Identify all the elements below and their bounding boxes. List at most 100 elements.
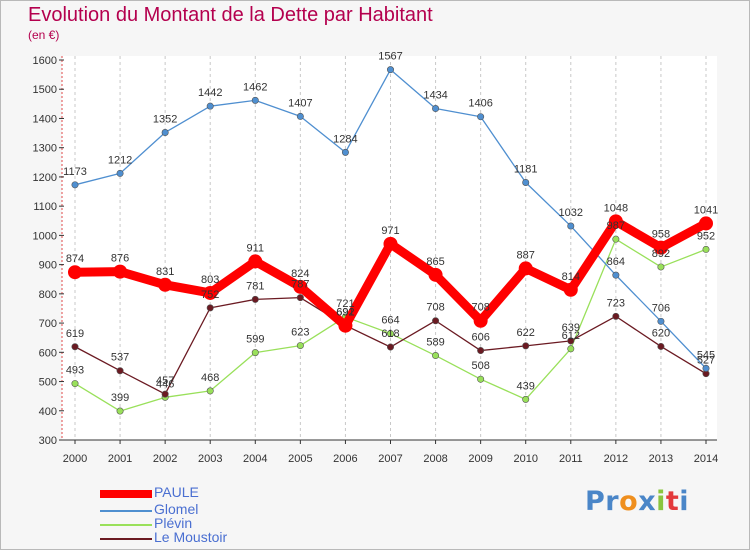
data-label: 606: [471, 332, 489, 344]
data-label: 752: [201, 289, 219, 301]
data-label: 721: [336, 298, 354, 310]
legend-item: Le Moustoir: [100, 530, 227, 544]
data-label: 399: [111, 392, 129, 404]
data-point: [432, 317, 440, 325]
y-tick-label: 700: [39, 318, 57, 330]
data-point: [206, 102, 214, 110]
y-tick-label: 400: [39, 406, 57, 418]
chart-subtitle: (en €): [28, 28, 60, 42]
data-label: 708: [471, 302, 489, 314]
data-point: [251, 96, 259, 104]
data-point: [567, 337, 575, 345]
data-label: 876: [111, 253, 129, 265]
data-label: 468: [201, 372, 219, 384]
data-label: 814: [562, 271, 580, 283]
data-label: 1181: [514, 163, 538, 175]
data-label: 887: [517, 249, 535, 261]
x-tick-label: 2005: [288, 453, 312, 465]
data-point: [116, 367, 124, 375]
logo-letter: o: [619, 486, 639, 517]
data-label: 874: [66, 253, 84, 265]
data-point: [386, 343, 394, 351]
legend-swatch: [100, 538, 152, 540]
x-tick-label: 2008: [423, 453, 447, 465]
x-tick-label: 2003: [198, 453, 222, 465]
data-label: 589: [426, 337, 444, 349]
data-point: [657, 317, 665, 325]
legend-label: PAULE: [154, 484, 199, 500]
data-point: [653, 240, 668, 255]
data-label: 1442: [198, 87, 222, 99]
y-tick-label: 1100: [33, 201, 57, 213]
data-point: [699, 216, 713, 231]
data-label: 1567: [378, 51, 402, 63]
data-label: 664: [381, 315, 399, 327]
data-point: [71, 343, 79, 351]
data-label: 824: [291, 268, 309, 280]
data-point: [567, 345, 575, 353]
x-tick-label: 2006: [333, 453, 357, 465]
data-point: [563, 282, 578, 297]
data-point: [248, 254, 263, 269]
data-label: 493: [66, 365, 84, 377]
y-tick-label: 600: [39, 347, 57, 359]
legend-item: PAULE: [100, 485, 199, 499]
legend-swatch: [100, 490, 152, 498]
y-tick-label: 1400: [33, 113, 57, 125]
data-point: [473, 313, 488, 328]
data-label: 831: [156, 266, 174, 278]
data-point: [161, 128, 169, 136]
x-tick-label: 2010: [513, 453, 537, 465]
legend-swatch: [100, 524, 152, 526]
data-point: [338, 318, 353, 333]
data-label: 457: [156, 375, 174, 387]
data-label: 952: [697, 230, 715, 242]
data-point: [296, 342, 304, 350]
legend-swatch: [100, 510, 152, 512]
data-point: [203, 285, 218, 300]
data-label: 1173: [63, 166, 87, 178]
data-label: 622: [517, 327, 535, 339]
x-tick-label: 2002: [153, 453, 177, 465]
data-point: [68, 265, 82, 280]
data-point: [158, 277, 173, 292]
data-label: 1041: [694, 204, 718, 216]
data-point: [477, 375, 485, 383]
data-point: [432, 105, 440, 113]
x-tick-label: 2007: [378, 453, 402, 465]
x-tick-label: 2001: [108, 453, 132, 465]
data-point: [386, 330, 394, 338]
data-label: 623: [291, 327, 309, 339]
data-label: 723: [607, 297, 625, 309]
data-point: [522, 395, 530, 403]
data-point: [702, 245, 710, 253]
data-point: [116, 407, 124, 415]
data-point: [383, 236, 398, 251]
data-label: 1407: [288, 97, 312, 109]
data-point: [296, 112, 304, 120]
x-tick-label: 2009: [468, 453, 492, 465]
y-tick-label: 500: [39, 377, 57, 389]
data-point: [702, 364, 710, 372]
logo-letter: P: [585, 486, 606, 517]
data-label: 545: [697, 349, 715, 361]
y-tick-label: 1000: [33, 230, 57, 242]
data-point: [251, 349, 259, 357]
data-point: [71, 181, 79, 189]
data-point: [612, 271, 620, 279]
x-tick-label: 2000: [63, 453, 87, 465]
x-tick-label: 2004: [243, 453, 267, 465]
data-label: 971: [381, 225, 399, 237]
legend-item: Plévin: [100, 516, 192, 530]
data-label: 527: [697, 355, 715, 367]
data-label: 781: [246, 280, 264, 292]
data-label: 865: [426, 256, 444, 268]
data-label: 692: [336, 306, 354, 318]
legend-item: Glomel: [100, 502, 198, 516]
data-label: 864: [607, 256, 625, 268]
legend-label: Le Moustoir: [154, 529, 228, 545]
logo-letter: t: [665, 486, 680, 517]
data-label: 639: [562, 322, 580, 334]
logo-letter: i: [679, 486, 690, 517]
